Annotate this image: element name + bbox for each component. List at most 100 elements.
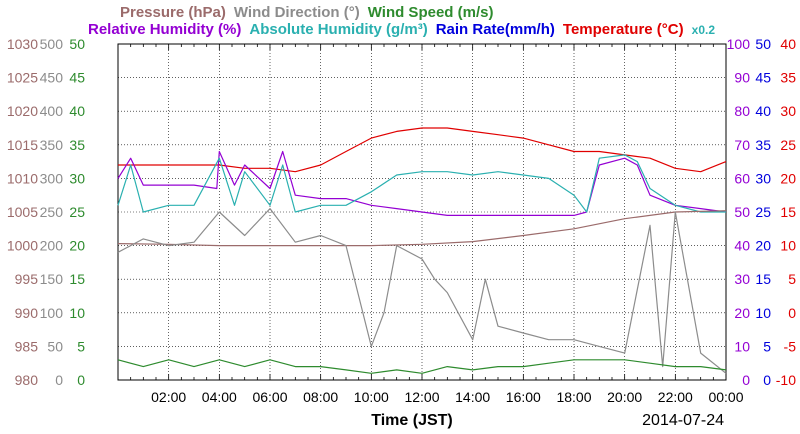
date-label: 2014-07-24 [642, 412, 724, 429]
x-tick-label: 02:00 [151, 389, 186, 405]
right-axes: 0 10 20 30 40 50 60 70 80 90 100 0 5 10 15 20 25 30 35 40 45… [727, 36, 797, 388]
pressure-tick-label: 1000 [7, 238, 38, 254]
humidity-tick-label: 80 [734, 103, 750, 119]
wind_speed-tick-label: 15 [69, 271, 85, 287]
rain-tick-label: 40 [755, 103, 771, 119]
pressure-tick-label: 995 [15, 271, 39, 287]
wind_direction-tick-label: 0 [55, 372, 63, 388]
rain-tick-label: 45 [755, 70, 771, 86]
pressure-tick-label: 1030 [7, 36, 38, 52]
wind_speed-tick-label: 30 [69, 170, 85, 186]
wind_direction-tick-label: 450 [40, 70, 64, 86]
rain-tick-label: 0 [763, 372, 771, 388]
series-line-wind_direction [117, 208, 727, 374]
wind_speed-tick-label: 10 [69, 305, 85, 321]
temperature-tick-label: 40 [780, 36, 796, 52]
temperature-tick-label: 30 [780, 103, 796, 119]
x-tick-label: 18:00 [556, 389, 591, 405]
wind_direction-tick-label: 400 [40, 103, 64, 119]
pressure-tick-label: 985 [15, 338, 39, 354]
x-tick-label: 00:00 [708, 389, 743, 405]
rain-tick-label: 15 [755, 271, 771, 287]
x-tick-label: 16:00 [506, 389, 541, 405]
wind_direction-tick-label: 50 [47, 338, 63, 354]
legend-line1: Pressure (hPa) Wind Direction (°) Wind Spe… [120, 4, 493, 21]
x-tick-label: 22:00 [658, 389, 693, 405]
x-tick-label: 20:00 [607, 389, 642, 405]
legend-multiplier: x0.2 [692, 23, 716, 37]
humidity-tick-label: 50 [734, 204, 750, 220]
x-tick-label: 04:00 [202, 389, 237, 405]
legend-entry: Absolute Humidity (g/m³) [249, 21, 427, 38]
humidity-tick-label: 100 [727, 36, 751, 52]
x-axis: 02:00 04:00 06:00 08:00 10:00 12:00 14:00 16:00… [151, 389, 744, 405]
wind_speed-tick-label: 40 [69, 103, 85, 119]
pressure-tick-label: 1020 [7, 103, 38, 119]
series-line-humidity [117, 154, 726, 213]
x-tick-label: 10:00 [354, 389, 389, 405]
x-tick-label: 08:00 [303, 389, 338, 405]
rain-tick-label: 35 [755, 137, 771, 153]
humidity-tick-label: 40 [734, 238, 750, 254]
wind_direction-tick-label: 200 [40, 238, 64, 254]
temperature-tick-label: 20 [780, 170, 796, 186]
legend-entry: Rain Rate(mm/h) [436, 21, 555, 38]
legend-line1-text: Pressure (hPa) Wind Direction (°) Wind Spe… [120, 4, 493, 21]
temperature-tick-label: -10 [776, 372, 796, 388]
legend-line2-text: Relative Humidity (%) Absolute Humidity (… [88, 21, 715, 38]
temperature-tick-label: 35 [780, 70, 796, 86]
rain-tick-label: 20 [755, 238, 771, 254]
pressure-tick-label: 980 [15, 372, 39, 388]
humidity-tick-label: 20 [734, 305, 750, 321]
pressure-tick-label: 1005 [7, 204, 38, 220]
temperature-tick-label: -5 [784, 338, 797, 354]
legend-entry: Wind Direction (°) [234, 4, 360, 21]
temperature-tick-label: 25 [780, 137, 796, 153]
legend-line2: Relative Humidity (%) Absolute Humidity (… [88, 21, 715, 38]
x-tick-label: 06:00 [252, 389, 287, 405]
pressure-tick-label: 1015 [7, 137, 38, 153]
temperature-tick-label: 10 [780, 238, 796, 254]
humidity-tick-label: 70 [734, 137, 750, 153]
wind_speed-tick-label: 50 [69, 36, 85, 52]
rain-tick-label: 10 [755, 305, 771, 321]
x-tick-label: 12:00 [404, 389, 439, 405]
wind_direction-tick-label: 300 [40, 170, 64, 186]
legend-entry: Relative Humidity (%) [88, 21, 241, 38]
wind_speed-tick-label: 0 [77, 372, 85, 388]
legend-entry: Wind Speed (m/s) [368, 4, 494, 21]
series-line-humidity [117, 150, 727, 216]
x-tick-label: 14:00 [455, 389, 490, 405]
wind_speed-tick-label: 45 [69, 70, 85, 86]
pressure-tick-label: 1025 [7, 70, 38, 86]
pressure-tick-label: 1010 [7, 170, 38, 186]
humidity-tick-label: 30 [734, 271, 750, 287]
series-line-wind_speed [117, 359, 727, 374]
pressure-tick-label: 990 [15, 305, 39, 321]
humidity-tick-label: 0 [742, 372, 750, 388]
humidity-tick-label: 90 [734, 70, 750, 86]
wind_direction-tick-label: 500 [40, 36, 64, 52]
humidity-tick-label: 60 [734, 170, 750, 186]
wind_direction-tick-label: 250 [40, 204, 64, 220]
wind_speed-tick-label: 20 [69, 238, 85, 254]
wind_direction-tick-label: 100 [40, 305, 64, 321]
plot-area [117, 43, 727, 381]
left-axes: 9809859909951000100510101015102010251030… [7, 36, 85, 388]
wind_speed-tick-label: 35 [69, 137, 85, 153]
wind_direction-tick-label: 350 [40, 137, 64, 153]
humidity-tick-label: 10 [734, 338, 750, 354]
x-axis-label: Time (JST) [371, 412, 453, 429]
rain-tick-label: 30 [755, 170, 771, 186]
rain-tick-label: 50 [755, 36, 771, 52]
wind_speed-tick-label: 5 [77, 338, 85, 354]
rain-tick-label: 5 [763, 338, 771, 354]
wind_direction-tick-label: 150 [40, 271, 64, 287]
legend-entry: Temperature (°C) [563, 21, 684, 38]
temperature-tick-label: 5 [788, 271, 796, 287]
temperature-tick-label: 15 [780, 204, 796, 220]
rain-tick-label: 25 [755, 204, 771, 220]
series-line-pressure [117, 210, 727, 247]
legend-entry: Pressure (hPa) [120, 4, 226, 21]
